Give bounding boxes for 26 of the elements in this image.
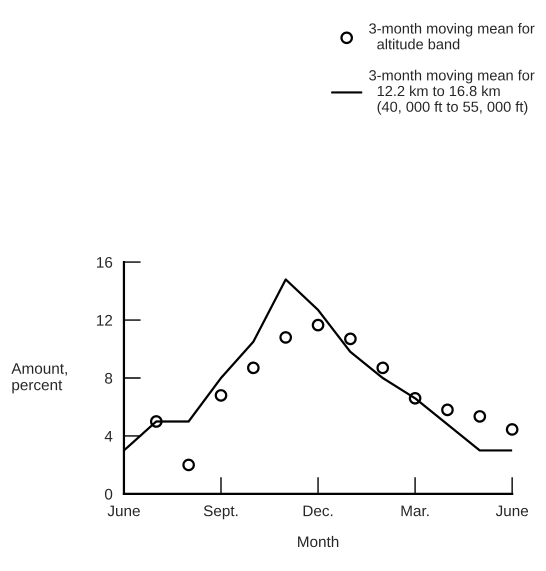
point [214, 389, 228, 402]
y-tick-label: 4 [104, 430, 112, 442]
y-tick-label: 8 [105, 372, 112, 384]
point [150, 415, 163, 428]
point [182, 458, 195, 472]
point [408, 392, 422, 405]
x-tick-label: Sept. [204, 505, 238, 520]
point [312, 318, 324, 332]
point [473, 410, 486, 423]
x-axis-title: Month [298, 536, 338, 548]
legend-label: 3-month moving mean for altitude band [369, 22, 534, 50]
x-tick-label: Mar. [401, 506, 429, 516]
y-tick-label: 0 [104, 488, 112, 500]
y-tick-label: 12 [97, 314, 112, 326]
x-tick-label: Dec. [304, 506, 332, 516]
point [506, 423, 518, 436]
point [376, 362, 390, 374]
x-tick-label: June [496, 506, 528, 516]
legend-label: 3-month moving mean for 12.2 km to 16.8 km (40, 000 ft to 55, 000 ft) [369, 70, 534, 115]
y-axis-title: Amount, percent [11, 363, 67, 394]
y-tick-label: 16 [97, 256, 112, 268]
x-tick-label: June [108, 506, 140, 516]
point [441, 404, 454, 416]
point [279, 331, 292, 344]
point [344, 332, 357, 346]
point [247, 362, 260, 374]
